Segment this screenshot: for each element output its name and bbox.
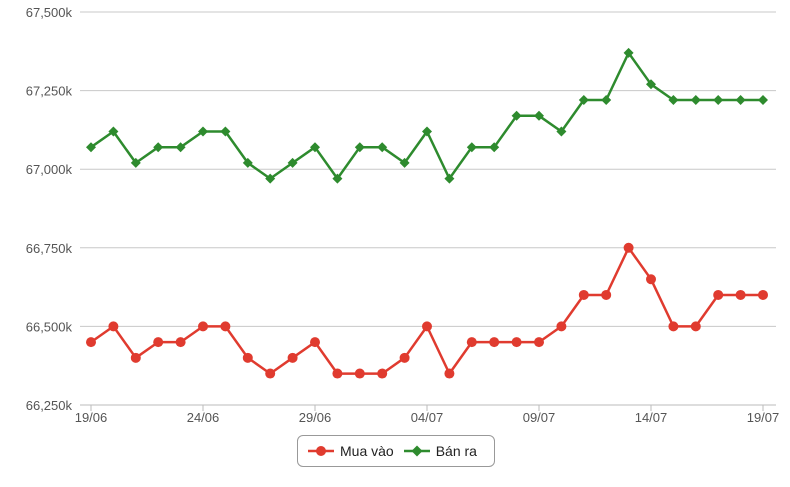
data-point-ban-ra [646,79,656,90]
data-point-ban-ra [758,95,768,106]
data-point-ban-ra [444,173,455,184]
legend-label-ban-ra: Bán ra [435,443,477,459]
data-point-mua-vao [758,289,768,300]
data-point-mua-vao [265,368,276,379]
data-point-ban-ra [623,47,634,58]
x-tick-label: 24/06 [187,410,220,425]
data-point-mua-vao [108,321,119,332]
series-ban-ra [86,47,768,184]
y-tick-label: 67,500k [26,5,73,20]
data-point-mua-vao [466,337,477,348]
data-point-ban-ra [511,110,522,121]
data-point-mua-vao [399,352,410,363]
data-point-ban-ra [556,126,567,137]
gridlines [80,11,776,327]
x-tick-label: 04/07 [411,410,444,425]
legend-item-ban-ra[interactable]: Bán ra [403,443,477,459]
data-point-ban-ra [287,157,298,168]
data-point-ban-ra [578,95,589,106]
data-point-ban-ra [153,142,164,153]
data-point-ban-ra [332,173,343,184]
y-tick-label: 67,250k [26,84,73,99]
data-point-mua-vao [130,352,141,363]
series-line-mua-vao [90,246,763,375]
data-point-mua-vao [377,368,388,379]
data-point-ban-ra [534,110,544,121]
data-point-ban-ra [489,142,500,153]
data-point-ban-ra [310,142,320,153]
data-point-ban-ra [466,142,477,153]
data-point-ban-ra [108,126,119,137]
y-axis-tick-labels: 66,250k 66,500k 66,750k 67,000k 67,250k 67,50… [26,5,73,413]
data-point-mua-vao [354,368,365,379]
data-point-mua-vao [668,321,679,332]
data-point-mua-vao [646,274,656,285]
data-point-ban-ra [265,173,276,184]
data-point-mua-vao [220,321,231,332]
data-point-mua-vao [713,289,724,300]
series-lines [86,47,768,379]
data-point-mua-vao [601,289,612,300]
data-point-mua-vao [444,368,455,379]
axes [80,404,776,411]
x-tick-label: 19/07 [747,410,780,425]
data-point-ban-ra [690,95,701,106]
data-point-mua-vao [86,337,96,348]
data-point-ban-ra [399,157,410,168]
x-axis-tick-labels: 19/06 24/06 29/06 04/07 09/07 14/07 19/07 [75,410,780,425]
data-point-ban-ra [220,126,231,137]
data-point-mua-vao [735,289,746,300]
x-tick-label: 14/07 [635,410,668,425]
data-point-mua-vao [690,321,701,332]
x-tick-label: 19/06 [75,410,108,425]
data-point-ban-ra [713,95,724,106]
data-point-mua-vao [578,289,589,300]
data-point-ban-ra [198,126,208,137]
circle-marker-icon [308,446,334,456]
data-point-mua-vao [153,337,164,348]
diamond-marker-icon [403,445,430,457]
data-point-ban-ra [86,142,96,153]
y-tick-label: 66,750k [26,241,73,256]
data-point-ban-ra [130,157,141,168]
data-point-ban-ra [354,142,365,153]
data-point-mua-vao [242,352,253,363]
data-point-ban-ra [668,95,679,106]
x-tick-label: 09/07 [523,410,556,425]
data-point-mua-vao [175,337,186,348]
legend-label-mua-vao: Mua vào [340,443,394,459]
data-point-ban-ra [422,126,432,137]
legend: Mua vào Bán ra [297,435,495,467]
x-tick-label: 29/06 [299,410,332,425]
data-point-mua-vao [511,337,522,348]
data-point-mua-vao [556,321,567,332]
data-point-mua-vao [198,321,208,332]
series-line-ban-ra [90,51,763,180]
data-point-ban-ra [377,142,388,153]
legend-item-mua-vao[interactable]: Mua vào [308,443,394,459]
y-tick-label: 66,250k [26,398,73,413]
data-point-mua-vao [534,337,544,348]
data-point-mua-vao [310,337,320,348]
data-point-mua-vao [287,352,298,363]
series-mua-vao [86,242,768,379]
data-point-ban-ra [735,95,746,106]
data-point-ban-ra [242,157,253,168]
data-point-mua-vao [422,321,432,332]
y-tick-label: 66,500k [26,319,73,334]
data-point-ban-ra [175,142,186,153]
data-point-ban-ra [601,95,612,106]
data-point-mua-vao [623,242,634,253]
data-point-mua-vao [489,337,500,348]
y-tick-label: 67,000k [26,162,73,177]
data-point-mua-vao [332,368,343,379]
